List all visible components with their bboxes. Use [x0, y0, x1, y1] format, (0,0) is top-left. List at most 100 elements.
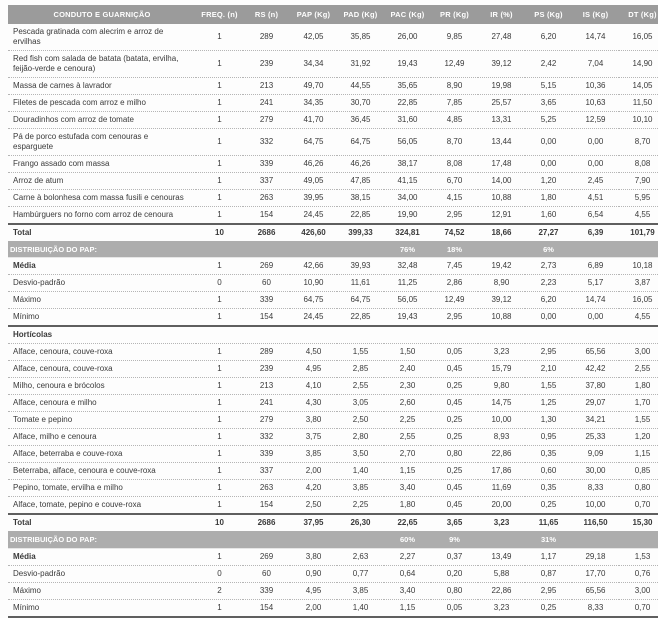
table-row: Alface, cenoura, couve-roxa 1 239 4,95 2,85 2…	[8, 360, 658, 379]
row-value: 8,70	[619, 128, 658, 156]
row-value: 60%	[384, 531, 431, 549]
row-value: 0,00	[572, 155, 619, 173]
row-value: 6,20	[525, 24, 572, 51]
table-row: Milho, cenoura e brócolos 1 213 4,10 2,55 2,3…	[8, 377, 658, 396]
row-label: Frango assado com massa	[8, 155, 196, 173]
row-value: 337	[243, 462, 290, 481]
row-value: 35,85	[337, 24, 384, 51]
row-value: 337	[243, 172, 290, 190]
row-value	[243, 241, 290, 259]
row-value: 4,55	[619, 308, 658, 327]
row-value	[572, 241, 619, 259]
table-row: Frango assado com massa 1 339 46,26 46,26 38,…	[8, 155, 658, 173]
row-value: 1	[196, 462, 243, 481]
row-value: 31,60	[384, 111, 431, 129]
row-value: 1	[196, 24, 243, 51]
row-value: 22,86	[478, 582, 525, 600]
column-header-dt: DT (Kg)	[619, 5, 658, 24]
table-row: Carne à bolonhesa com massa fusili e cen…	[8, 189, 658, 207]
row-value: 0,00	[525, 308, 572, 327]
row-value: 3,87	[619, 274, 658, 293]
row-value	[572, 531, 619, 549]
row-value: 2,23	[525, 274, 572, 293]
row-label: Máximo	[8, 291, 196, 310]
row-value: 332	[243, 128, 290, 156]
row-value: 1	[196, 206, 243, 225]
row-value: 2	[196, 582, 243, 600]
row-value: 1,20	[525, 172, 572, 190]
row-value: 2,95	[525, 582, 572, 600]
row-label: Mínimo	[8, 308, 196, 327]
row-value: 279	[243, 411, 290, 430]
row-value: 0,70	[619, 599, 658, 618]
row-value: 5,15	[525, 77, 572, 95]
row-value: 1	[196, 77, 243, 95]
table-body: Pescada gratinada com alecrim e arroz de…	[8, 24, 658, 618]
row-value: 116,50	[572, 513, 619, 532]
row-label: Desvio-padrão	[8, 274, 196, 293]
row-value: 2,45	[572, 172, 619, 190]
row-value	[431, 325, 478, 345]
row-value: 5,95	[619, 189, 658, 207]
row-value: 1,50	[384, 343, 431, 362]
row-value: 0,25	[431, 411, 478, 430]
row-value: 4,55	[619, 206, 658, 225]
row-value: 6,89	[572, 257, 619, 276]
row-value: 37,95	[290, 513, 337, 532]
row-value: 0,45	[431, 479, 478, 498]
row-value: 0,05	[431, 343, 478, 362]
row-label: Alface, tomate, pepino e couve-roxa	[8, 496, 196, 515]
row-value: 3,85	[337, 479, 384, 498]
row-value: 1,80	[384, 496, 431, 515]
row-value: 1	[196, 360, 243, 379]
row-value: 2,80	[337, 428, 384, 447]
column-header-freq: FREQ. (n)	[196, 5, 243, 24]
row-value: 9,09	[572, 445, 619, 464]
row-value: 0,95	[525, 428, 572, 447]
row-value: 1,15	[384, 599, 431, 618]
row-value: 1	[196, 343, 243, 362]
row-value: 44,55	[337, 77, 384, 95]
table-row: Pescada gratinada com alecrim e arroz de…	[8, 24, 658, 51]
row-value: 269	[243, 257, 290, 276]
row-value: 14,00	[478, 172, 525, 190]
row-label: DISTRIBUIÇÃO DO PAP:	[8, 241, 196, 259]
row-value: 0,35	[525, 479, 572, 498]
row-value: 13,44	[478, 128, 525, 156]
table-row: Mínimo 1 154 24,45 22,85 19,43 2,95 10,88 0,00 0,…	[8, 308, 658, 327]
table-row: DISTRIBUIÇÃO DO PAP: 76% 18% 6%	[8, 241, 658, 259]
row-value: 4,51	[572, 189, 619, 207]
row-value: 34,00	[384, 189, 431, 207]
row-value: 1	[196, 111, 243, 129]
row-value: 426,60	[290, 223, 337, 241]
row-value: 1,55	[525, 377, 572, 396]
row-value: 1	[196, 128, 243, 156]
column-header-ir: IR (%)	[478, 5, 525, 24]
row-value: 35,65	[384, 77, 431, 95]
row-value: 1	[196, 377, 243, 396]
row-value: 0,00	[525, 155, 572, 173]
row-value: 10,90	[290, 274, 337, 293]
row-value: 17,48	[478, 155, 525, 173]
row-value: 289	[243, 24, 290, 51]
row-value: 38,15	[337, 189, 384, 207]
table-row: Máximo 2 339 4,95 3,85 3,40 0,80 22,86 2,95 65,56…	[8, 582, 658, 600]
row-value: 2,85	[337, 360, 384, 379]
row-value: 2,95	[525, 343, 572, 362]
row-label: Total	[8, 513, 196, 532]
row-value: 0,25	[525, 496, 572, 515]
row-value: 4,15	[431, 189, 478, 207]
row-value: 12,91	[478, 206, 525, 225]
row-value: 11,50	[619, 94, 658, 112]
row-value: 10,00	[478, 411, 525, 430]
column-header-pad: PAD (Kg)	[337, 5, 384, 24]
row-value: 154	[243, 206, 290, 225]
row-value: 8,90	[431, 77, 478, 95]
row-value: 8,08	[431, 155, 478, 173]
row-value	[525, 325, 572, 345]
row-value: 7,45	[431, 257, 478, 276]
table-row: Média 1 269 42,66 39,93 32,48 7,45 19,42 2,73 6,8…	[8, 257, 658, 276]
table-row: Total 10 2686 37,95 26,30 22,65 3,65 3,23 11,65 1…	[8, 513, 658, 532]
row-value: 5,88	[478, 565, 525, 583]
row-value: 0,45	[431, 394, 478, 413]
